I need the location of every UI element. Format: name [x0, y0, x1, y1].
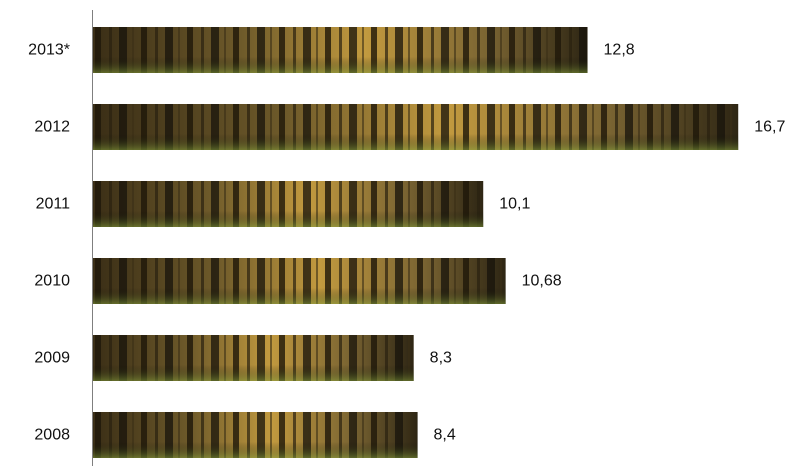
- bars-layer: [93, 27, 739, 458]
- bar-ground: [93, 27, 588, 73]
- y-tick-label: 2012: [34, 119, 70, 136]
- y-tick-label: 2013*: [28, 42, 70, 59]
- bar-ground: [93, 181, 484, 227]
- bar-ground: [93, 335, 414, 381]
- data-label: 12,8: [604, 42, 635, 59]
- bar-1: [93, 104, 739, 150]
- bar-ground: [93, 104, 739, 150]
- y-tick-label: 2009: [34, 350, 70, 367]
- y-tick-label: 2008: [34, 427, 70, 444]
- data-label: 10,1: [499, 196, 530, 213]
- data-label: 16,7: [754, 119, 785, 136]
- bar-ground: [93, 258, 506, 304]
- bar-0: [93, 27, 588, 73]
- data-label: 8,3: [430, 350, 452, 367]
- bar-2: [93, 181, 484, 227]
- bar-4: [93, 335, 414, 381]
- data-label: 10,68: [522, 273, 562, 290]
- labels-layer: 2013* 12,8 2012 16,7 2011 10,1 2010 10,68 2009 8,…: [28, 42, 785, 444]
- bar-5: [93, 412, 418, 458]
- bar-3: [93, 258, 506, 304]
- bar-ground: [93, 412, 418, 458]
- y-tick-label: 2011: [36, 196, 71, 213]
- data-label: 8,4: [434, 427, 456, 444]
- y-tick-label: 2010: [34, 273, 70, 290]
